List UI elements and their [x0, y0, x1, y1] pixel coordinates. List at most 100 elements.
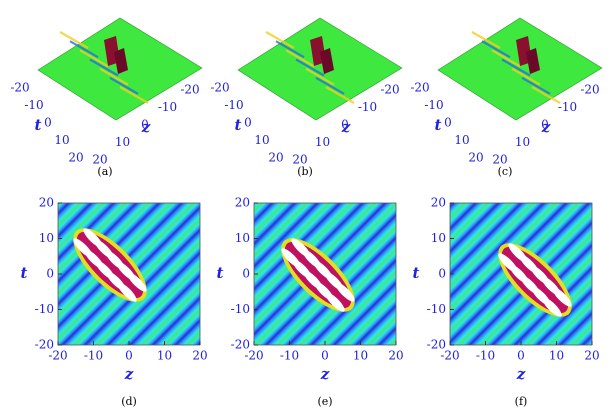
density-peak	[325, 292, 345, 312]
y-tick-label: 10	[254, 133, 269, 147]
surface-ripple	[79, 49, 109, 68]
caption: (e)	[317, 395, 332, 408]
density-core	[284, 241, 352, 309]
y-tick-label: -20	[427, 338, 446, 352]
y-axis-label: t	[21, 264, 28, 282]
y-tick-label: 0	[44, 116, 52, 130]
y-tick-label: -10	[231, 302, 250, 316]
surface-peak	[320, 48, 334, 74]
x-tick-label: 10	[315, 135, 330, 149]
surface-ripple	[59, 31, 89, 49]
y-tick-label: 10	[54, 133, 69, 147]
density-peak	[335, 282, 355, 302]
y-tick-label: -10	[35, 302, 54, 316]
y-tick-label: 20	[235, 196, 250, 210]
y-axis-label: t	[435, 116, 442, 134]
density-peak	[552, 287, 572, 307]
caption: (c)	[498, 165, 513, 178]
surface-ripple	[481, 40, 511, 59]
surface-ripple	[295, 58, 325, 77]
x-tick-label: -10	[476, 349, 495, 363]
y-tick-label: 20	[268, 151, 283, 165]
surface-ripple	[265, 31, 295, 49]
y-tick-label: -20	[231, 338, 250, 352]
x-tick-label: 10	[353, 349, 368, 363]
x-tick-label: 0	[517, 349, 525, 363]
y-tick-label: 20	[468, 151, 483, 165]
density-peak	[542, 297, 562, 317]
surface-ripple	[325, 86, 355, 104]
x-tick-label: -10	[558, 100, 577, 114]
x-axis-label: z	[141, 118, 151, 136]
x-axis-label: z	[320, 365, 330, 383]
x-tick-label: 20	[192, 349, 207, 363]
y-tick-label: 20	[68, 151, 83, 165]
density-core	[76, 231, 144, 299]
y-axis-label: t	[35, 116, 42, 134]
y-tick-label: 0	[244, 116, 252, 130]
x-tick-label: 10	[549, 349, 564, 363]
density-plot	[254, 203, 396, 345]
caption: (d)	[121, 395, 137, 408]
x-axis-label: z	[341, 118, 351, 136]
surface-ripple	[315, 76, 345, 95]
surface-ripple	[501, 58, 531, 77]
surface-ripple	[69, 40, 99, 59]
x-tick-label: -20	[48, 349, 67, 363]
x-tick-label: 20	[388, 349, 403, 363]
surface-ripple	[285, 49, 315, 68]
density-peak	[117, 282, 137, 302]
surface-peak	[114, 48, 128, 74]
x-tick-label: 10	[115, 135, 130, 149]
y-tick-label: 0	[438, 267, 446, 281]
x-tick-label: 20	[492, 153, 507, 167]
y-tick-label: 20	[431, 196, 446, 210]
x-tick-label: -10	[358, 100, 377, 114]
caption: (a)	[97, 165, 112, 178]
surface-ripple	[521, 76, 551, 95]
surface-ripple	[275, 40, 305, 59]
density-core	[501, 246, 569, 314]
y-tick-label: 10	[39, 231, 54, 245]
y-tick-label: 10	[454, 133, 469, 147]
x-axis-label: z	[124, 365, 134, 383]
surface-ripple	[89, 58, 119, 77]
x-axis-label: z	[516, 365, 526, 383]
x-tick-label: 0	[321, 349, 329, 363]
surface-ripple	[119, 86, 149, 104]
y-tick-label: 20	[39, 196, 54, 210]
y-tick-label: 0	[242, 267, 250, 281]
x-tick-label: 0	[125, 349, 133, 363]
y-tick-label: 10	[431, 231, 446, 245]
y-tick-label: 0	[444, 116, 452, 130]
y-axis-label: t	[235, 116, 242, 134]
y-tick-label: -10	[224, 98, 243, 112]
y-tick-label: -10	[424, 98, 443, 112]
y-tick-label: 10	[235, 231, 250, 245]
surface-peak	[526, 48, 540, 74]
x-tick-label: 20	[292, 153, 307, 167]
y-axis-label: t	[217, 264, 224, 282]
y-tick-label: 0	[46, 267, 54, 281]
y-tick-label: -20	[35, 338, 54, 352]
x-tick-label: 10	[515, 135, 530, 149]
surface	[237, 17, 403, 121]
x-tick-label: -20	[380, 83, 399, 97]
surface-ripple	[99, 67, 129, 86]
surface-ripple	[109, 76, 139, 95]
surface-ripple	[471, 31, 501, 49]
x-tick-label: 20	[584, 349, 599, 363]
x-tick-label: 0	[141, 118, 149, 132]
x-tick-label: 0	[541, 118, 549, 132]
x-tick-label: -20	[580, 83, 599, 97]
x-tick-label: 0	[341, 118, 349, 132]
density-peak	[127, 272, 147, 292]
density-plot	[58, 203, 200, 345]
caption: (f)	[515, 395, 528, 408]
surface-ripple	[305, 67, 335, 86]
y-axis-label: t	[413, 264, 420, 282]
x-tick-label: 10	[157, 349, 172, 363]
x-axis-label: z	[541, 118, 551, 136]
